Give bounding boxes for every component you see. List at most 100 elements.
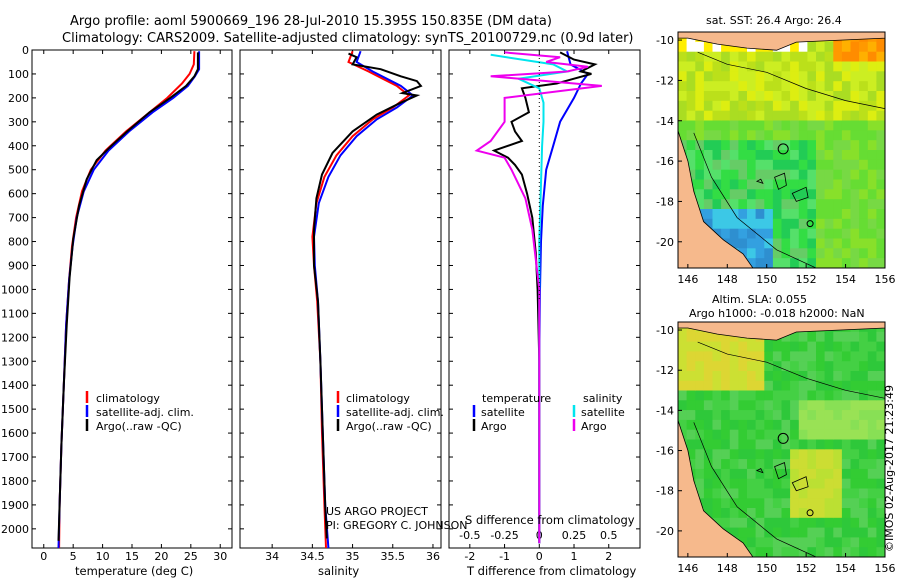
map-cell [824,130,834,141]
map-cell [747,100,757,112]
map-cell [816,331,826,343]
map-cell [790,159,800,171]
map-cell [833,238,843,249]
map-cell [764,498,774,509]
depth-tick-label: 400 [8,140,29,153]
map-cell [833,429,843,441]
map-cell [772,547,783,557]
map-cell [859,439,869,450]
map-cell [721,400,731,411]
map-cell [729,478,739,490]
map-cell [695,169,705,181]
map-cell [867,459,877,470]
map-cell [772,248,783,259]
map-cell [772,100,783,112]
map-cell [841,439,852,450]
map-cell [703,169,714,181]
map-cell [798,439,808,450]
map-cell [772,537,783,548]
map-cell [867,81,877,92]
map-cell [807,258,817,268]
map-cell [712,459,722,470]
depth-tick-label: 800 [8,236,29,249]
map-cell [850,390,860,401]
map-cell [772,179,783,190]
map-cell [755,228,765,240]
map-cell [833,547,843,557]
map-cell [747,429,757,441]
legend-label-t-argo: Argo [481,420,507,433]
map-cell [738,361,748,372]
map-cell [755,380,765,392]
depth-tick-label: 300 [8,116,29,129]
map-cell [859,537,869,548]
map-cell [721,81,731,92]
map-cell [876,468,885,480]
map-cell [738,459,748,470]
map-cell [738,130,748,141]
map-cell [738,189,748,200]
map-cell [781,159,791,171]
legend-label-argo: Argo(..raw -QC) [96,420,182,433]
map-cell [738,449,748,460]
map-cell [816,341,826,352]
map-cell [859,130,869,141]
map-cell [850,341,860,352]
map-cell [850,41,860,53]
map-cell [824,361,834,372]
reef-outline [755,468,764,474]
map-cell [729,71,739,82]
map-cell [841,498,852,509]
legend-label-satellite: satellite-adj. clim. [96,406,194,419]
project-credit: US ARGO PROJECT [326,505,428,518]
map-cell [721,218,731,230]
map-cell [816,91,826,102]
map-cell [695,439,705,450]
map-cell [764,159,774,171]
map-cell [867,110,877,122]
map-cell [790,390,800,401]
map-cell [859,199,869,210]
map-cell [747,218,757,230]
legend-title-temperature: temperature [482,392,551,405]
map-cell [729,498,739,509]
x-tick-label: -2 [464,550,475,563]
map-cell [738,218,748,230]
map-cell [833,179,843,190]
map-cell [755,390,765,401]
map-cell [721,71,731,82]
map-cell [824,258,834,268]
map-cell [824,410,834,421]
map-cell [695,468,705,480]
map-cell [712,91,722,102]
map-cell [798,341,808,352]
map-cell [738,179,748,190]
map-cell [712,498,722,509]
map-cell [755,468,765,480]
map-cell [833,218,843,230]
map-cell [738,488,748,499]
map-cell [764,478,774,490]
map-cell [755,439,765,450]
map-lat-label: -10 [656,34,674,47]
map-cell [876,61,885,72]
map-cell [695,110,705,122]
map-cell [781,189,791,200]
map-cell [721,179,731,190]
map-cell [859,51,869,63]
map-cell [807,238,817,249]
map-cell [703,120,714,131]
map-cell [772,91,783,102]
map-cell [703,400,714,411]
salinity-legend: climatology satellite-adj. clim. Argo(..… [336,391,444,433]
map-cell [721,419,731,431]
map-cell [867,150,877,161]
map-cell [807,429,817,441]
map-cell [764,400,774,411]
map-cell [790,51,800,63]
map-cell [876,51,885,63]
map-cell [703,351,714,362]
map-cell [703,459,714,470]
map-cell [850,380,860,392]
map-cell [876,488,885,499]
